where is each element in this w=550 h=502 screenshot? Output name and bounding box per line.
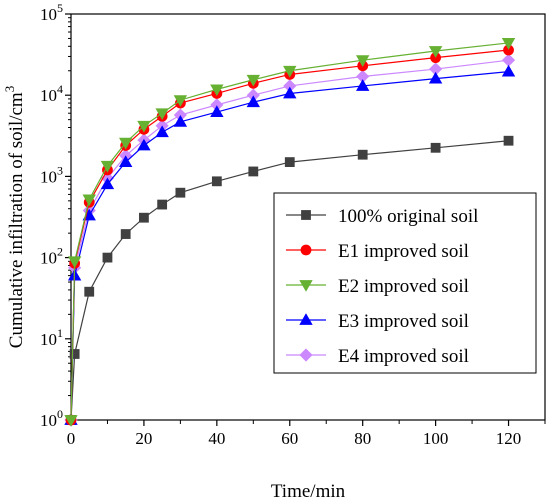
- data-point: [137, 138, 151, 151]
- legend-entry: E2 improved soil: [286, 276, 469, 297]
- data-point: [501, 53, 516, 67]
- series-layer: [64, 38, 516, 427]
- x-tick-label: 40: [208, 429, 225, 448]
- series-line: [70, 71, 509, 421]
- data-point: [139, 212, 149, 223]
- data-point: [69, 349, 80, 359]
- y-axis-title-main: Cumulative infiltration of soil/cm: [6, 92, 27, 348]
- legend-label: 100% original soil: [338, 206, 478, 227]
- data-point: [119, 137, 133, 150]
- series-line: [70, 140, 509, 421]
- data-point: [430, 142, 441, 153]
- legend: 100% original soil E1 improved soil E2 imp…: [273, 192, 537, 374]
- data-point: [173, 95, 188, 107]
- data-point: [210, 84, 224, 97]
- y-tick-label: 101: [40, 326, 63, 349]
- series-3: [64, 38, 516, 427]
- y-axis-title-superscript: 3: [2, 86, 17, 93]
- y-tick-label: 102: [40, 245, 63, 268]
- data-point: [248, 166, 259, 177]
- data-point: [64, 415, 78, 427]
- axes: 0 20 40 60 80 100 120 100 101 102 103 104 105: [40, 1, 546, 448]
- legend-label: E2 improved soil: [338, 276, 469, 297]
- data-point: [246, 95, 260, 108]
- data-point: [119, 155, 133, 168]
- legend-marker: [299, 313, 313, 325]
- y-tick-label: 100: [40, 407, 63, 430]
- legend-box: [273, 192, 537, 374]
- data-point: [356, 79, 370, 91]
- x-tick-label: 20: [135, 429, 152, 448]
- data-point: [211, 176, 222, 187]
- data-point: [503, 135, 514, 146]
- x-tick-label: 0: [67, 429, 76, 448]
- data-point: [102, 252, 113, 263]
- x-axis-title: Time/min: [271, 481, 346, 502]
- legend-entry: 100% original soil: [286, 206, 478, 227]
- data-point: [210, 105, 224, 117]
- data-point: [67, 256, 82, 269]
- y-tick-label: 103: [40, 163, 63, 186]
- data-point: [173, 115, 188, 127]
- data-point: [428, 71, 443, 84]
- x-tick-label: 80: [354, 429, 371, 448]
- legend-marker: [301, 210, 311, 220]
- legend-entry: E1 improved soil: [286, 241, 469, 262]
- series-line: [70, 42, 509, 421]
- x-tick-label: 60: [281, 429, 298, 448]
- legend-entry: E3 improved soil: [286, 311, 469, 332]
- legend-marker: [299, 280, 313, 292]
- y-tick-label: 105: [40, 1, 63, 24]
- legend-label: E3 improved soil: [338, 311, 469, 332]
- legend-label: E4 improved soil: [338, 346, 469, 367]
- data-point: [120, 229, 131, 239]
- data-point: [283, 86, 297, 99]
- series-1: [66, 135, 514, 425]
- legend-label: E1 improved soil: [338, 241, 469, 262]
- data-point: [246, 74, 260, 87]
- data-point: [100, 160, 115, 173]
- data-point: [157, 199, 168, 210]
- data-point: [284, 157, 295, 168]
- data-point: [82, 194, 96, 207]
- data-point: [357, 149, 368, 160]
- data-point: [356, 55, 370, 67]
- legend-marker: [299, 348, 313, 362]
- legend-entry: E4 improved soil: [286, 346, 469, 367]
- data-point: [501, 38, 516, 50]
- plot-frame: [70, 13, 546, 421]
- y-axis-title: Cumulative infiltration of soil/cm3: [2, 86, 27, 348]
- x-tick-label: 120: [496, 429, 522, 448]
- data-point: [137, 120, 151, 133]
- data-point: [100, 177, 115, 190]
- data-point: [175, 187, 186, 198]
- data-point: [501, 64, 516, 77]
- data-point: [283, 65, 297, 78]
- data-point: [84, 286, 95, 297]
- y-tick-label: 104: [40, 82, 63, 105]
- data-point: [155, 125, 169, 138]
- legend-marker: [300, 244, 312, 256]
- data-point: [428, 46, 443, 58]
- data-point: [155, 108, 169, 121]
- x-tick-label: 100: [423, 429, 449, 448]
